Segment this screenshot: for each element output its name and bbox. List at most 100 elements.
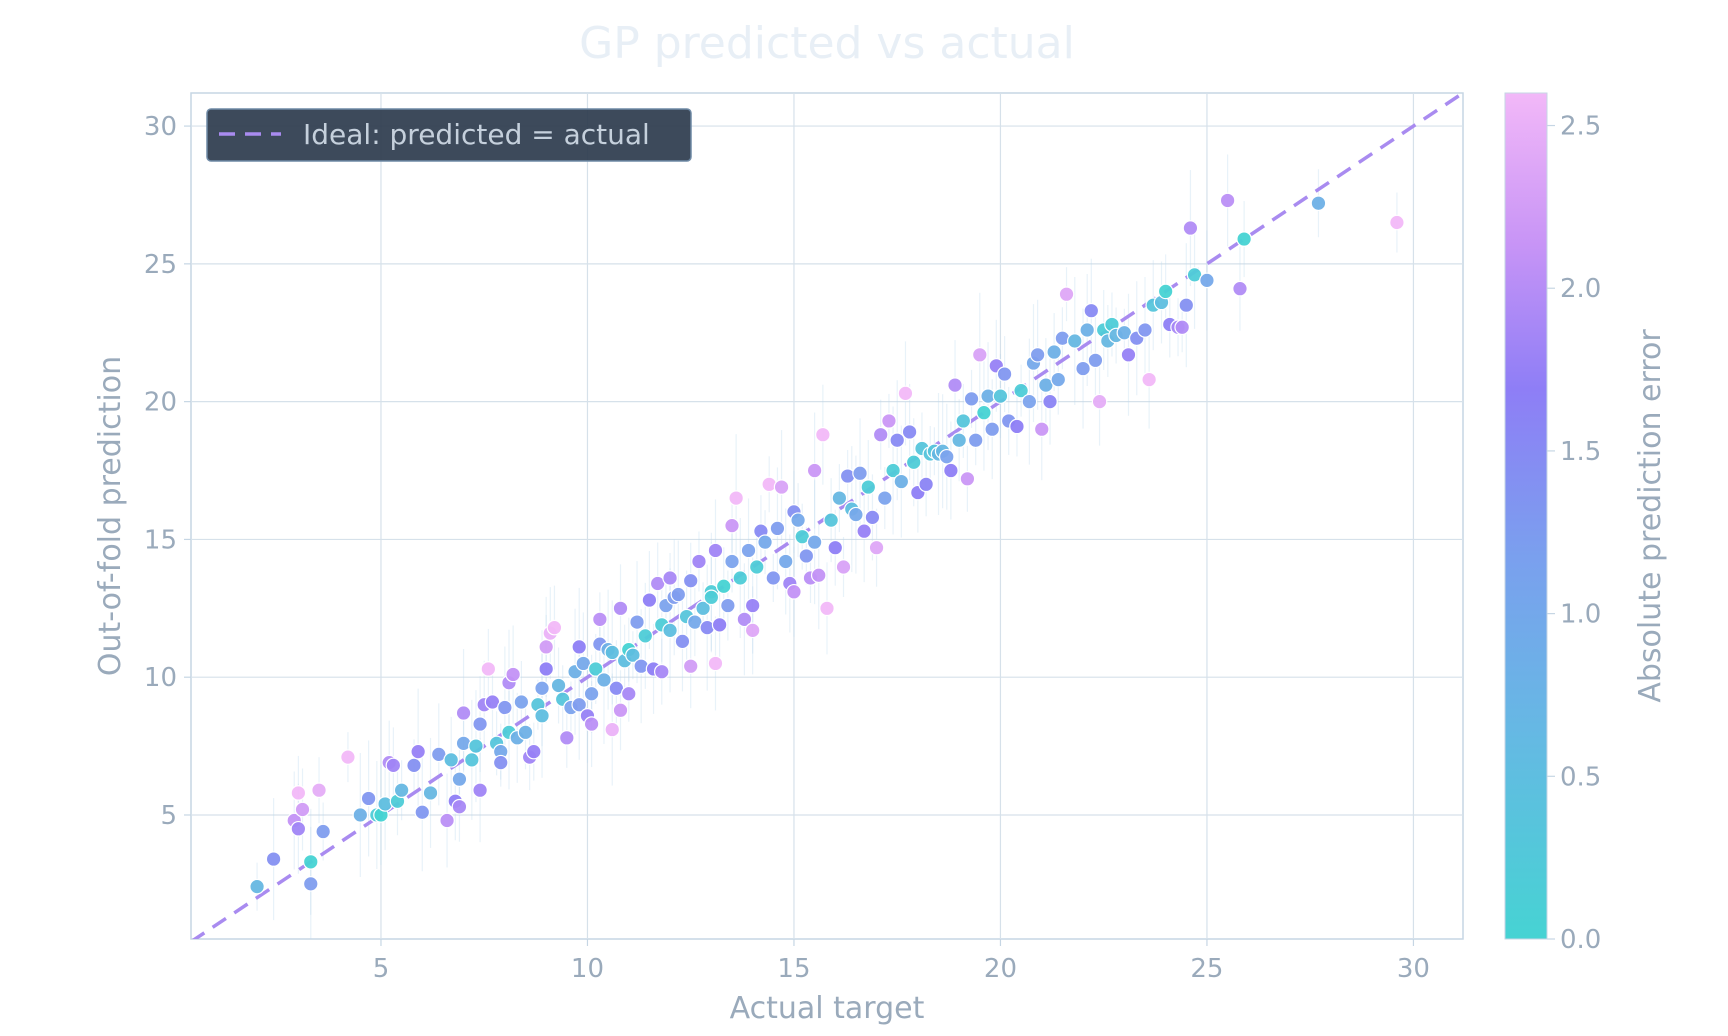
data-point bbox=[587, 661, 604, 677]
x-tick-label: 20 bbox=[984, 954, 1017, 984]
data-point bbox=[1178, 297, 1195, 313]
data-point bbox=[1066, 333, 1083, 349]
x-tick-label: 25 bbox=[1190, 954, 1223, 984]
data-point bbox=[1219, 192, 1236, 209]
data-point bbox=[744, 622, 761, 639]
data-point bbox=[872, 426, 889, 443]
data-point bbox=[889, 432, 906, 449]
data-point bbox=[856, 523, 872, 539]
data-point bbox=[1236, 231, 1252, 247]
data-point bbox=[662, 570, 678, 586]
data-point bbox=[674, 633, 691, 650]
y-tick-label: 5 bbox=[160, 801, 177, 831]
data-point bbox=[1058, 286, 1075, 302]
data-point bbox=[1033, 421, 1050, 437]
data-point bbox=[620, 685, 637, 702]
colorbar-tick-label: 0.5 bbox=[1560, 762, 1601, 792]
colorbar-tick-label: 1.5 bbox=[1560, 437, 1601, 467]
data-point bbox=[959, 470, 976, 487]
colorbar-gradient bbox=[1504, 92, 1548, 940]
data-point bbox=[451, 798, 468, 815]
data-point bbox=[827, 539, 844, 556]
data-point bbox=[360, 790, 377, 807]
x-tick-label: 10 bbox=[571, 954, 604, 984]
data-point bbox=[976, 404, 992, 421]
data-point bbox=[534, 680, 550, 697]
data-point bbox=[893, 473, 910, 490]
data-point bbox=[963, 391, 980, 407]
data-point bbox=[736, 611, 753, 628]
data-point bbox=[728, 490, 744, 506]
data-point bbox=[302, 876, 319, 892]
y-tick-label: 10 bbox=[144, 663, 177, 693]
data-point bbox=[249, 878, 265, 895]
data-point bbox=[769, 520, 786, 537]
data-point bbox=[525, 743, 542, 760]
data-point bbox=[443, 752, 459, 768]
data-point bbox=[538, 661, 554, 677]
data-point bbox=[707, 655, 724, 672]
data-point bbox=[682, 572, 699, 589]
data-point bbox=[682, 658, 699, 674]
data-point bbox=[786, 583, 802, 600]
y-axis: 5 10 15 20 25 30 bbox=[144, 112, 191, 831]
data-point bbox=[654, 663, 670, 680]
colorbar: 0.0 0.5 1.0 1.5 2.0 2.5 Absolute prediction e… bbox=[1504, 92, 1668, 955]
data-point bbox=[1009, 418, 1025, 435]
data-point bbox=[798, 548, 815, 564]
data-point bbox=[720, 597, 736, 614]
data-point bbox=[517, 724, 534, 741]
data-point bbox=[1141, 371, 1157, 388]
data-point bbox=[835, 559, 852, 575]
legend-box bbox=[206, 108, 692, 162]
data-point bbox=[831, 490, 848, 506]
data-point bbox=[1083, 302, 1100, 319]
data-point bbox=[604, 644, 621, 661]
data-point bbox=[637, 628, 654, 644]
data-point bbox=[967, 432, 984, 449]
data-point bbox=[612, 600, 629, 617]
data-point bbox=[414, 804, 431, 821]
data-point bbox=[583, 716, 600, 732]
data-point bbox=[464, 752, 480, 768]
data-point bbox=[571, 639, 588, 655]
data-point bbox=[546, 619, 563, 636]
chart-title: GP predicted vs actual bbox=[579, 18, 1075, 69]
legend: Ideal: predicted = actual bbox=[206, 108, 692, 162]
data-point bbox=[612, 702, 629, 719]
x-tick-label: 5 bbox=[373, 954, 390, 984]
data-point bbox=[422, 785, 439, 801]
data-point bbox=[451, 771, 468, 787]
data-point bbox=[538, 639, 554, 655]
data-point bbox=[1310, 195, 1327, 212]
data-point bbox=[715, 578, 732, 595]
data-point bbox=[340, 749, 356, 765]
data-point bbox=[315, 823, 331, 840]
data-point bbox=[996, 366, 1013, 382]
colorbar-tick-label: 0.0 bbox=[1560, 925, 1601, 955]
data-point bbox=[943, 462, 959, 479]
data-point bbox=[823, 512, 839, 528]
data-point bbox=[1120, 346, 1137, 363]
data-point bbox=[848, 506, 864, 523]
colorbar-tick-label: 2.0 bbox=[1560, 274, 1601, 304]
data-point bbox=[777, 553, 794, 570]
data-point bbox=[410, 743, 426, 760]
data-point bbox=[1021, 393, 1038, 410]
data-point bbox=[744, 597, 761, 614]
data-point bbox=[918, 476, 934, 493]
data-point bbox=[972, 346, 988, 363]
data-point bbox=[864, 509, 881, 526]
data-point bbox=[513, 694, 530, 710]
x-tick-label: 30 bbox=[1397, 954, 1430, 984]
data-point bbox=[1174, 319, 1190, 336]
y-tick-label: 20 bbox=[144, 388, 177, 418]
data-point bbox=[938, 448, 955, 465]
data-point bbox=[992, 388, 1009, 404]
data-point bbox=[393, 782, 410, 798]
data-point bbox=[302, 854, 319, 870]
data-point bbox=[1199, 272, 1215, 289]
data-point bbox=[468, 738, 484, 754]
y-axis-title: Out-of-fold prediction bbox=[93, 356, 128, 676]
y-tick-label: 30 bbox=[144, 112, 177, 142]
